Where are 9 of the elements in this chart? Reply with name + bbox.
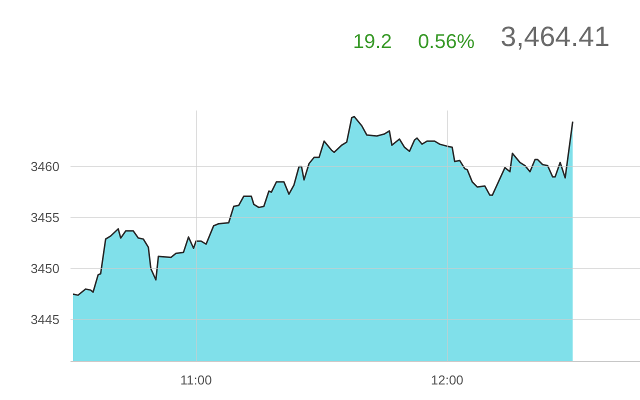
y-tick-label: 3445 [30, 312, 60, 328]
x-tick-label: 12:00 [430, 372, 464, 388]
x-tick-label: 11:00 [180, 372, 212, 388]
text: 19.2 [353, 30, 392, 56]
y-tick-label: 3455 [30, 210, 60, 226]
text: 0.56% [418, 30, 475, 56]
text: 3,464.41 [500, 20, 610, 54]
y-tick-label: 3460 [30, 159, 60, 174]
y-tick-label: 3450 [30, 261, 60, 276]
